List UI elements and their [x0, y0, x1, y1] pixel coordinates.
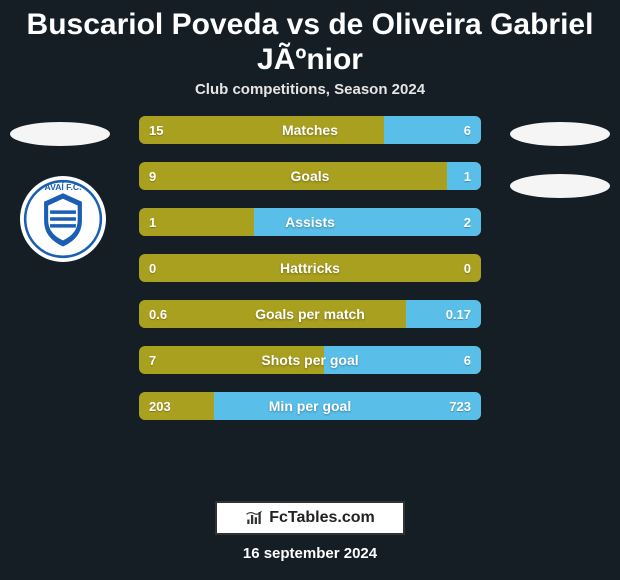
stat-label: Shots per goal [261, 352, 358, 368]
stat-value-right: 1 [464, 169, 471, 184]
stat-value-right: 723 [449, 399, 471, 414]
right-club-badge [510, 174, 610, 198]
brand-box: FcTables.com [215, 501, 405, 535]
stat-row: 0 Hattricks 0 [139, 254, 481, 282]
stat-value-left: 15 [149, 123, 163, 138]
stat-value-left: 0 [149, 261, 156, 276]
footer: FcTables.com 16 september 2024 [0, 501, 620, 562]
chart-icon [245, 509, 263, 527]
left-club-badge: AVAÍ F.C. [20, 176, 106, 262]
stat-row: 7 Shots per goal 6 [139, 346, 481, 374]
stat-row: 203 Min per goal 723 [139, 392, 481, 420]
stat-value-right: 0.17 [446, 307, 471, 322]
stat-label: Min per goal [269, 398, 351, 414]
stat-label: Goals per match [255, 306, 365, 322]
stat-value-right: 6 [464, 353, 471, 368]
stat-label: Matches [282, 122, 338, 138]
stat-value-right: 2 [464, 215, 471, 230]
stat-row: 15 Matches 6 [139, 116, 481, 144]
stat-value-left: 203 [149, 399, 171, 414]
stat-value-right: 6 [464, 123, 471, 138]
brand-text: FcTables.com [269, 509, 375, 527]
stat-bars: 15 Matches 6 9 Goals 1 1 Assists 2 0 Hattricks 0 0.6… [139, 116, 481, 420]
stat-row: 9 Goals 1 [139, 162, 481, 190]
page-title: Buscariol Poveda vs de Oliveira Gabriel … [0, 0, 620, 81]
club-shield-icon: AVAÍ F.C. [20, 176, 106, 262]
stat-row: 1 Assists 2 [139, 208, 481, 236]
stat-label: Hattricks [280, 260, 340, 276]
stat-value-left: 9 [149, 169, 156, 184]
date-text: 16 september 2024 [0, 545, 620, 562]
stat-label: Assists [285, 214, 335, 230]
stat-value-left: 0.6 [149, 307, 167, 322]
subtitle: Club competitions, Season 2024 [0, 81, 620, 98]
stat-label: Goals [291, 168, 330, 184]
stat-row: 0.6 Goals per match 0.17 [139, 300, 481, 328]
stat-value-left: 7 [149, 353, 156, 368]
stat-value-right: 0 [464, 261, 471, 276]
comparison-content: AVAÍ F.C. 15 Matches 6 9 Goals 1 1 Assists 2 0 Hat… [0, 116, 620, 420]
left-flag-badge [10, 122, 110, 146]
stat-value-left: 1 [149, 215, 156, 230]
svg-text:AVAÍ F.C.: AVAÍ F.C. [45, 182, 82, 192]
right-flag-badge [510, 122, 610, 146]
